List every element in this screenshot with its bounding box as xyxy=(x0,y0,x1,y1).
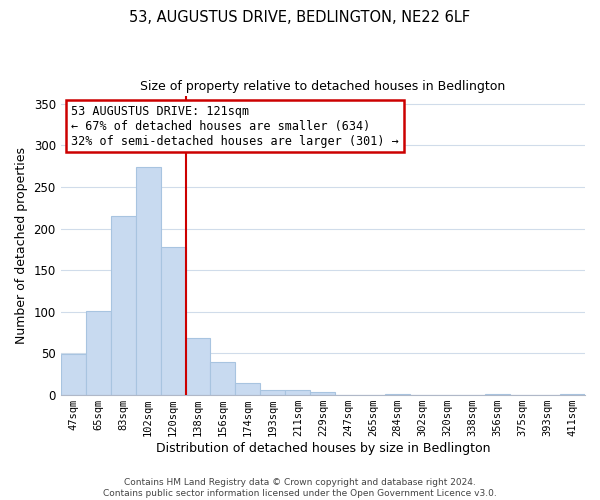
Bar xyxy=(260,390,286,395)
Bar xyxy=(136,167,161,395)
X-axis label: Distribution of detached houses by size in Bedlington: Distribution of detached houses by size … xyxy=(155,442,490,455)
Bar xyxy=(310,392,335,395)
Bar xyxy=(110,216,136,395)
Bar xyxy=(286,390,310,395)
Bar xyxy=(485,394,510,395)
Bar xyxy=(185,338,211,395)
Text: 53, AUGUSTUS DRIVE, BEDLINGTON, NE22 6LF: 53, AUGUSTUS DRIVE, BEDLINGTON, NE22 6LF xyxy=(130,10,470,25)
Bar xyxy=(235,383,260,395)
Text: Contains HM Land Registry data © Crown copyright and database right 2024.
Contai: Contains HM Land Registry data © Crown c… xyxy=(103,478,497,498)
Bar xyxy=(560,394,585,395)
Title: Size of property relative to detached houses in Bedlington: Size of property relative to detached ho… xyxy=(140,80,505,93)
Bar xyxy=(161,247,185,395)
Bar xyxy=(86,311,110,395)
Bar xyxy=(61,354,86,395)
Text: 53 AUGUSTUS DRIVE: 121sqm
← 67% of detached houses are smaller (634)
32% of semi: 53 AUGUSTUS DRIVE: 121sqm ← 67% of detac… xyxy=(71,104,399,148)
Y-axis label: Number of detached properties: Number of detached properties xyxy=(15,146,28,344)
Bar xyxy=(211,362,235,395)
Bar xyxy=(385,394,410,395)
